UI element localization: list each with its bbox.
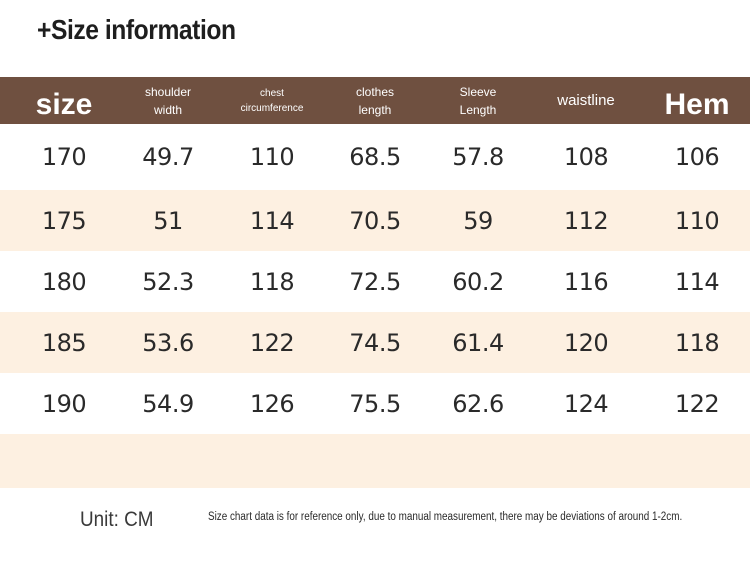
- table-row: 185 53.6 122 74.5 61.4 120 118: [0, 312, 750, 373]
- table-cell: 116: [563, 267, 609, 296]
- table-cell: 70.5: [349, 206, 401, 235]
- header-label: Sleeve: [459, 84, 497, 99]
- header-label: shoulder: [144, 84, 192, 99]
- table-row: 170 49.7 110 68.5 57.8 108 106: [0, 124, 750, 190]
- table-cell: 62.6: [452, 389, 504, 418]
- header-label: Hem: [664, 87, 730, 121]
- header-label: clothes: [355, 84, 395, 99]
- table-cell: 54.9: [142, 389, 194, 418]
- table-cell: 59: [463, 206, 493, 235]
- table-cell: 72.5: [349, 267, 401, 296]
- header-label: circumference: [240, 102, 304, 114]
- header-label: length: [358, 102, 392, 117]
- unit-label: Unit: CM: [80, 508, 154, 531]
- table-cell: 53.6: [142, 328, 194, 357]
- table-cell: 68.5: [349, 142, 401, 171]
- table-row: 190 54.9 126 75.5 62.6 124 122: [0, 373, 750, 434]
- header-cell: shoulder width: [145, 77, 191, 124]
- table-cell: 110: [249, 142, 295, 171]
- table-cell: 114: [249, 206, 295, 235]
- table-cell: 118: [249, 267, 295, 296]
- disclaimer-note: Size chart data is for reference only, d…: [208, 511, 683, 523]
- table-cell: 112: [563, 206, 609, 235]
- table-cell: 51: [153, 206, 183, 235]
- table-cell: 122: [674, 389, 720, 418]
- table-cell: 185: [41, 328, 87, 357]
- table-cell: 108: [563, 142, 609, 171]
- table-cell: 49.7: [142, 142, 194, 171]
- table-cell: 190: [41, 389, 87, 418]
- table-header: size shoulder width chest circumference cloth…: [0, 77, 750, 124]
- page-title: +Size information: [37, 14, 236, 45]
- table-row: 180 52.3 118 72.5 60.2 116 114: [0, 251, 750, 312]
- table-cell: 126: [249, 389, 295, 418]
- header-cell: waistline: [557, 77, 615, 124]
- header-cell: size: [36, 77, 93, 124]
- table-cell: 122: [249, 328, 295, 357]
- table-cell: 175: [41, 206, 87, 235]
- header-label: chest: [260, 87, 284, 99]
- table-cell: 75.5: [349, 389, 401, 418]
- header-label: width: [153, 102, 182, 117]
- header-cell: chest circumference: [241, 77, 304, 124]
- header-cell: Hem: [664, 77, 729, 124]
- table-row: [0, 434, 750, 488]
- header-label: waistline: [557, 91, 615, 109]
- table-cell: 170: [41, 142, 87, 171]
- table-cell: 114: [674, 267, 720, 296]
- table-cell: 110: [674, 206, 720, 235]
- header-label: Length: [459, 102, 497, 117]
- header-label: size: [35, 87, 93, 121]
- header-cell: Sleeve Length: [460, 77, 497, 124]
- table-cell: 106: [674, 142, 720, 171]
- header-cell: clothes length: [356, 77, 394, 124]
- table-cell: 60.2: [452, 267, 504, 296]
- table-cell: 120: [563, 328, 609, 357]
- table-cell: 124: [563, 389, 609, 418]
- table-cell: 52.3: [142, 267, 194, 296]
- table-cell: 118: [674, 328, 720, 357]
- table-cell: 74.5: [349, 328, 401, 357]
- table-cell: 61.4: [452, 328, 504, 357]
- table-cell: 180: [41, 267, 87, 296]
- table-row: 175 51 114 70.5 59 112 110: [0, 190, 750, 251]
- table-cell: 57.8: [452, 142, 504, 171]
